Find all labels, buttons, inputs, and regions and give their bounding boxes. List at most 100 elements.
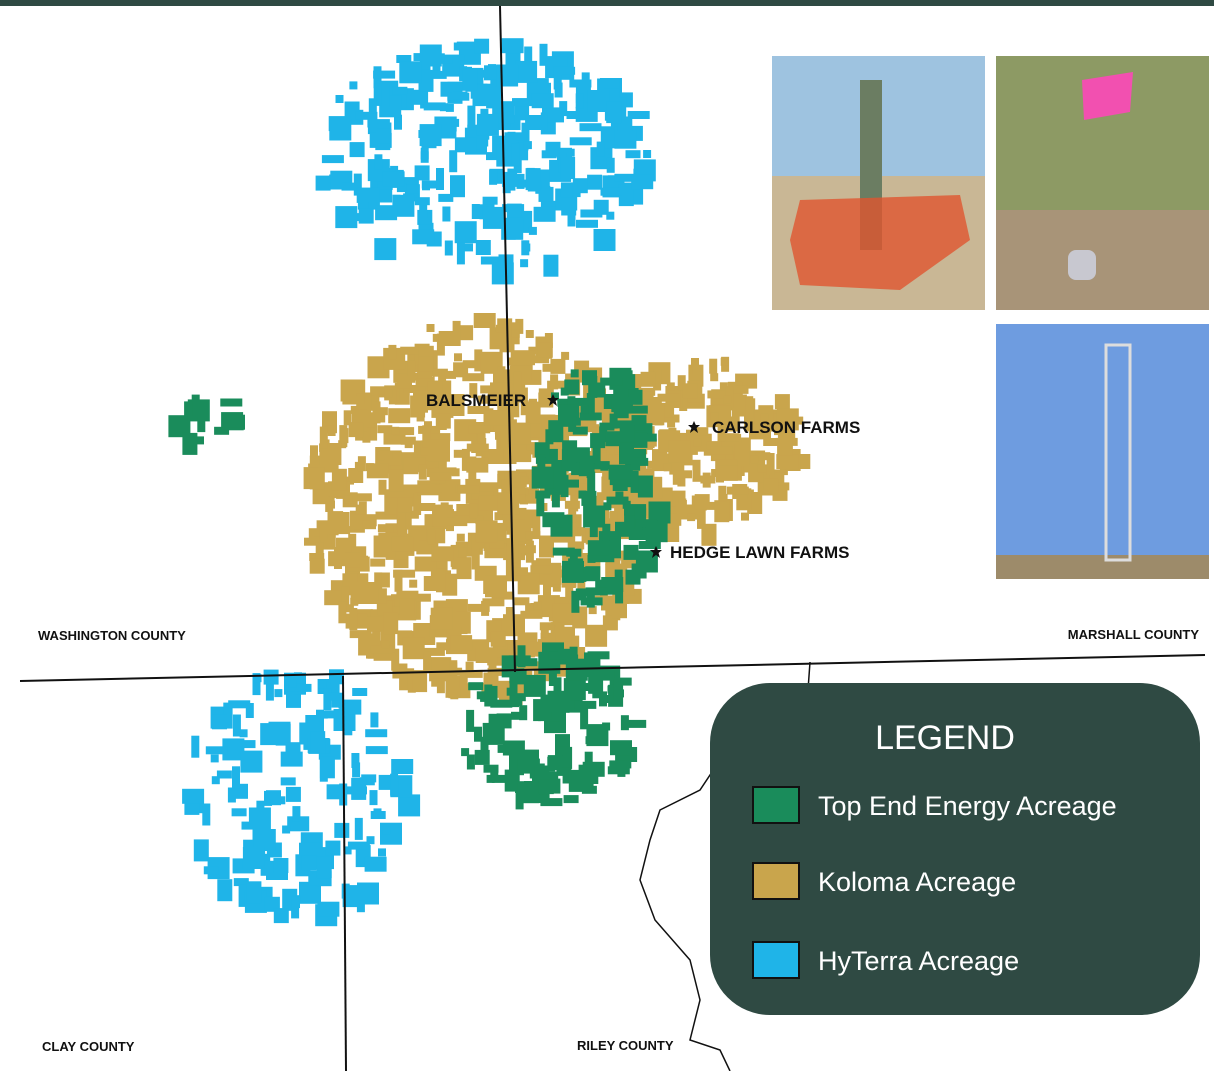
acreage-block (391, 427, 399, 435)
acreage-block (243, 847, 265, 869)
legend-label: Top End Energy Acreage (818, 791, 1117, 821)
acreage-block (437, 678, 445, 693)
acreage-block (573, 418, 581, 426)
acreage-block (606, 101, 621, 123)
acreage-block (776, 454, 798, 469)
acreage-block (727, 487, 749, 495)
acreage-block (586, 724, 608, 746)
acreage-block (369, 98, 377, 113)
acreage-block (701, 529, 716, 544)
acreage-block (454, 450, 469, 458)
acreage-block (221, 412, 243, 427)
acreage-block (430, 472, 452, 480)
acreage-block (539, 536, 554, 558)
acreage-block (399, 61, 421, 83)
acreage-block (317, 856, 332, 878)
acreage-block (367, 617, 382, 632)
acreage-block (310, 445, 318, 467)
acreage-block (469, 503, 477, 518)
acreage-block (379, 588, 387, 603)
acreage-block (381, 640, 389, 648)
county-label: MARSHALL COUNTY (1068, 627, 1200, 642)
acreage-block (508, 423, 530, 445)
acreage-block (345, 552, 360, 567)
acreage-block (358, 456, 366, 471)
acreage-block (507, 688, 515, 696)
acreage-block (217, 879, 232, 901)
acreage-block (352, 688, 367, 696)
acreage-block (549, 652, 564, 660)
county-label: CLAY COUNTY (42, 1039, 135, 1054)
acreage-block (567, 396, 575, 404)
acreage-block (553, 67, 575, 75)
acreage-block (327, 784, 342, 799)
acreage-block (571, 369, 579, 377)
acreage-block (274, 908, 289, 923)
acreage-block (541, 623, 549, 638)
acreage-block (635, 519, 657, 527)
acreage-block (328, 693, 343, 701)
acreage-block (281, 777, 296, 785)
acreage-block (334, 823, 349, 838)
acreage-block (412, 229, 434, 244)
acreage-block (382, 826, 390, 834)
acreage-block (383, 171, 405, 186)
acreage-block (590, 383, 605, 398)
acreage-block (191, 736, 199, 758)
acreage-block (566, 549, 581, 557)
acreage-block (273, 858, 288, 873)
acreage-block (424, 102, 446, 110)
acreage-block (453, 92, 468, 100)
acreage-block (626, 150, 641, 158)
photos (772, 56, 1209, 579)
acreage-block (581, 491, 596, 506)
acreage-block (667, 420, 675, 428)
acreage-block (588, 540, 610, 555)
acreage-block (436, 414, 451, 429)
acreage-block (778, 434, 793, 456)
acreage-block (614, 410, 629, 418)
acreage-block (332, 469, 347, 491)
acreage-block (418, 356, 433, 371)
acreage-block (325, 504, 333, 512)
acreage-block (488, 64, 496, 79)
acreage-block (212, 714, 227, 729)
acreage-block (532, 93, 554, 108)
acreage-block (611, 397, 626, 412)
acreage-block (428, 440, 450, 462)
acreage-block (521, 240, 529, 255)
acreage-block (349, 81, 357, 89)
acreage-block (212, 776, 220, 784)
acreage-block (545, 429, 553, 444)
acreage-block (511, 712, 526, 720)
acreage-block (574, 701, 596, 709)
acreage-block (357, 883, 379, 905)
acreage-block (264, 670, 279, 685)
acreage-block (305, 715, 320, 723)
acreage-block (446, 104, 454, 112)
acreage-block (232, 766, 240, 788)
acreage-block (552, 492, 560, 507)
acreage-block (421, 151, 429, 159)
acreage-block (583, 506, 605, 528)
acreage-block (286, 742, 301, 764)
acreage-block (291, 896, 299, 918)
acreage-block (600, 463, 608, 471)
acreage-block (292, 806, 300, 821)
acreage-block (455, 137, 477, 152)
acreage-block (710, 373, 718, 381)
acreage-block (403, 637, 425, 659)
acreage-block (481, 601, 489, 616)
acreage-block (455, 221, 477, 243)
acreage-block (546, 142, 561, 157)
acreage-block (543, 255, 558, 277)
acreage-block (269, 722, 291, 744)
acreage-block (366, 746, 388, 754)
acreage-block (745, 396, 753, 418)
acreage-block (532, 467, 554, 489)
acreage-block (577, 527, 585, 535)
acreage-block (518, 572, 540, 594)
acreage-block (529, 227, 537, 235)
acreage-block (643, 150, 651, 158)
